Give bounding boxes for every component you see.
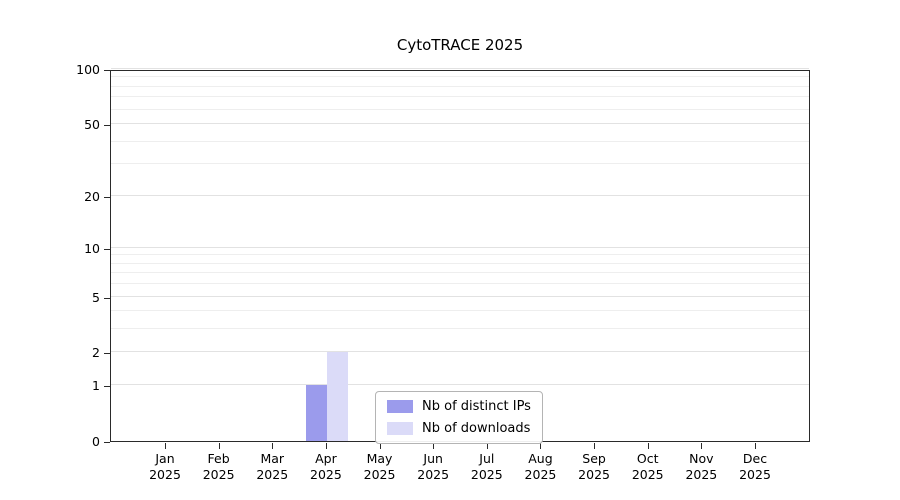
x-tick-mark (486, 443, 488, 449)
x-tick-month: Mar (260, 451, 285, 466)
y-tick-label: 2 (92, 345, 100, 361)
x-tick-label: Aug 2025 (508, 451, 572, 483)
x-tick-label: Jan 2025 (133, 451, 197, 483)
x-tick-mark (272, 443, 274, 449)
x-tick-mark (594, 443, 596, 449)
x-tick-year: 2025 (739, 467, 771, 482)
gridline (111, 76, 809, 78)
gridline (111, 310, 809, 312)
x-tick-year: 2025 (417, 467, 450, 482)
x-tick-mark (433, 443, 435, 449)
x-tick-year: 2025 (685, 467, 718, 482)
x-tick-label: Jun 2025 (401, 451, 465, 483)
x-tick-mark (755, 443, 756, 449)
x-tick-year: 2025 (256, 467, 289, 482)
gridline (111, 254, 809, 256)
x-tick-month: Apr (315, 451, 337, 466)
x-tick-mark (325, 443, 327, 449)
legend: Nb of distinct IPs Nb of downloads (375, 391, 543, 444)
x-tick-mark (218, 443, 220, 449)
y-tick-label: 50 (84, 117, 100, 133)
y-tick-mark (104, 248, 110, 250)
x-tick-month: Aug (528, 451, 553, 466)
x-tick-label: Feb 2025 (187, 451, 251, 483)
y-tick-mark (104, 196, 110, 198)
gridline (111, 140, 809, 142)
x-tick-year: 2025 (470, 467, 503, 482)
gridline (111, 262, 809, 264)
gridline (111, 272, 809, 274)
gridline (111, 194, 809, 196)
gridline (111, 328, 809, 330)
x-tick-mark (701, 443, 703, 449)
gridline (111, 123, 809, 125)
x-tick-label: Nov 2025 (669, 451, 733, 483)
x-tick-month: Sep (582, 451, 606, 466)
x-tick-year: 2025 (578, 467, 610, 482)
x-tick-year: 2025 (202, 467, 235, 482)
x-tick-year: 2025 (631, 467, 664, 482)
y-tick-label: 20 (84, 188, 100, 204)
gridline (111, 108, 809, 110)
x-tick-label: Apr 2025 (294, 451, 358, 483)
x-tick-month: Dec (742, 451, 768, 466)
x-tick-month: Feb (207, 451, 230, 466)
gridline (111, 384, 809, 386)
gridline (111, 351, 809, 353)
y-tick-mark (104, 442, 110, 443)
x-tick-month: May (366, 451, 393, 466)
legend-label-distinct-ips: Nb of distinct IPs (422, 399, 531, 414)
y-tick-mark (104, 70, 110, 71)
x-tick-label: Dec 2025 (723, 451, 787, 483)
legend-item-downloads: Nb of downloads (387, 421, 531, 436)
gridline (111, 295, 809, 297)
gridline (111, 163, 809, 165)
chart-title: CytoTRACE 2025 (396, 36, 524, 54)
bar-distinct-ips (305, 385, 327, 441)
x-tick-label: May 2025 (348, 451, 412, 483)
legend-label-downloads: Nb of downloads (422, 421, 531, 436)
gridline (111, 96, 809, 98)
x-tick-mark (540, 443, 542, 449)
x-tick-month: Jul (479, 451, 495, 466)
y-tick-label: 1 (92, 378, 100, 394)
y-tick-label: 100 (76, 62, 100, 77)
x-tick-mark (165, 443, 166, 449)
gridline (111, 283, 809, 285)
y-tick-label: 5 (92, 289, 100, 305)
plot-area: Nb of distinct IPs Nb of downloads (110, 68, 810, 444)
x-tick-month: Oct (636, 451, 659, 466)
legend-swatch-downloads (387, 422, 413, 435)
x-tick-month: Nov (689, 451, 714, 466)
x-tick-label: Sep 2025 (562, 451, 626, 483)
x-tick-mark (379, 443, 381, 449)
x-tick-year: 2025 (149, 467, 181, 482)
x-tick-label: Jul 2025 (455, 451, 519, 483)
gridline (111, 68, 809, 69)
legend-swatch-distinct-ips (387, 400, 413, 413)
x-tick-year: 2025 (310, 467, 342, 482)
x-tick-mark (647, 443, 649, 449)
x-tick-year: 2025 (524, 467, 557, 482)
x-tick-month: Jun (423, 451, 443, 466)
x-tick-label: Oct 2025 (616, 451, 680, 483)
gridline (111, 246, 809, 248)
y-tick-mark (104, 297, 110, 299)
gridline (111, 85, 809, 87)
x-tick-label: Mar 2025 (240, 451, 304, 483)
y-tick-label: 10 (84, 240, 100, 256)
y-tick-mark (104, 386, 110, 388)
bar-downloads (326, 352, 348, 441)
y-tick-label: 0 (92, 434, 100, 449)
y-tick-mark (104, 353, 110, 355)
x-tick-month: Jan (155, 451, 175, 466)
y-tick-mark (104, 125, 110, 127)
legend-item-distinct-ips: Nb of distinct IPs (387, 399, 531, 414)
x-tick-year: 2025 (363, 467, 396, 482)
